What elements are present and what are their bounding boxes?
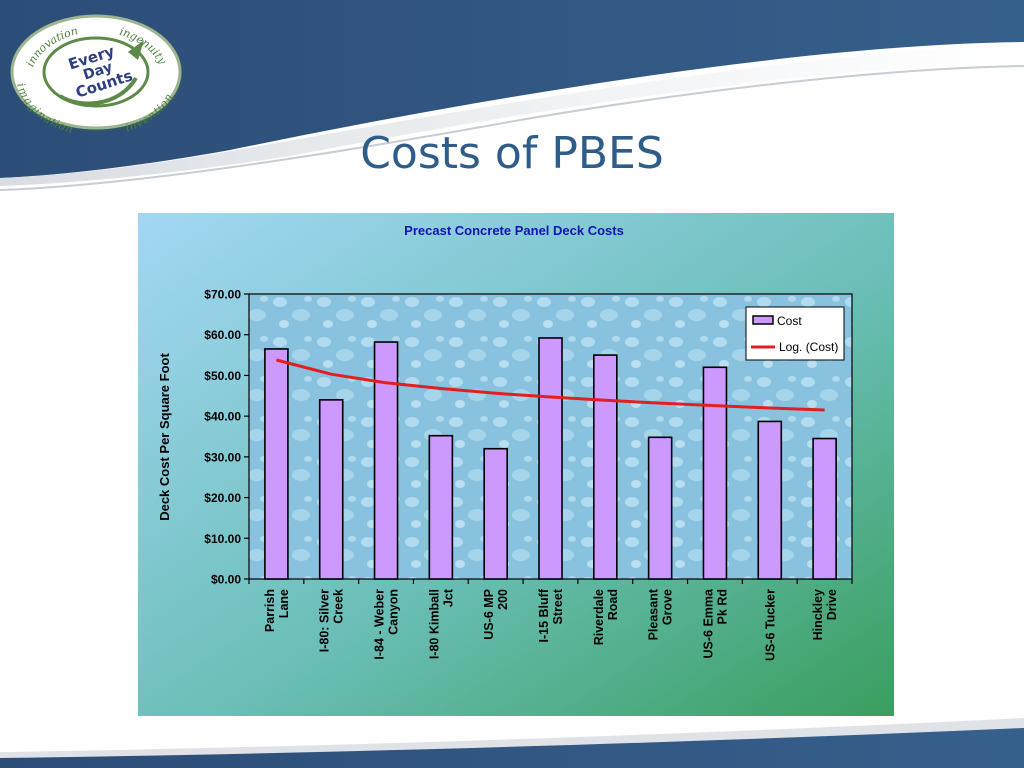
bar [373, 341, 399, 580]
every-day-counts-logo: innovation ingenuity imagination inventi… [10, 14, 183, 134]
bar [593, 354, 618, 580]
x-tick-label-line: Grove [661, 589, 675, 625]
chart-panel: Precast Concrete Panel Deck Costs $0.00$… [138, 213, 894, 716]
legend-label-cost: Cost [777, 314, 802, 328]
x-tick-label-line: US-6 Emma [701, 588, 715, 659]
x-tick-label-line: Road [606, 589, 620, 620]
x-tick-label: US-6 Emma Pk Rd [701, 588, 729, 659]
top-banner [0, 0, 1024, 178]
x-tick-label: I-84 - Weber Canyon [373, 589, 401, 660]
y-axis-label: Deck Cost Per Square Foot [157, 353, 172, 521]
y-tick-label: $70.00 [204, 288, 241, 302]
bottom-swoosh-light [0, 718, 1024, 760]
legend-swatch-cost [752, 315, 774, 325]
x-tick-label: Hinckley Drive [811, 589, 839, 640]
x-tick-label-line: Hinckley [811, 589, 825, 640]
x-tick-label: I-80: Silver Creek [318, 589, 346, 652]
chart-title: Precast Concrete Panel Deck Costs [404, 223, 624, 238]
x-tick-label-line: I-80 Kimball [427, 589, 441, 659]
bar [757, 420, 783, 580]
bar [812, 437, 837, 580]
x-tick-label-line: 200 [496, 589, 510, 610]
y-tick-label: $10.00 [204, 532, 241, 546]
x-tick-label-line: Canyon [387, 589, 401, 635]
x-tick-label-line: Parrish [263, 589, 277, 632]
x-tick-label: I-15 Bluff Street [537, 588, 565, 642]
x-tick-label-line: Street [551, 588, 565, 624]
bar [647, 436, 673, 580]
x-tick-label-line: I-80: Silver [318, 589, 332, 652]
top-swoosh-line [0, 65, 1024, 191]
y-tick-label: $20.00 [204, 491, 241, 505]
x-tick-label-line: Pleasant [647, 588, 661, 640]
x-tick-label-line: Drive [825, 589, 839, 620]
x-tick-label-line: Creek [332, 589, 346, 624]
bar [538, 337, 563, 580]
bar [318, 399, 344, 580]
x-tick-label-line: US-6 Tucker [763, 589, 777, 661]
x-tick-label: Riverdale Road [592, 589, 620, 645]
x-tick-label-line: Jct [441, 588, 455, 607]
trendline-log-cost [276, 358, 825, 412]
x-tick-label: I-80 Kimball Jct [427, 588, 455, 659]
bottom-banner [0, 728, 1024, 768]
x-tick-label-line: Riverdale [592, 589, 606, 645]
x-tick-label: US-6 Tucker [763, 589, 777, 661]
bar [483, 447, 508, 580]
x-tick-label-line: US-6 MP [482, 589, 496, 640]
y-tick-label: $0.00 [211, 573, 241, 587]
x-tick-label: US-6 MP 200 [482, 589, 510, 640]
bar [702, 366, 728, 580]
slide-title: Costs of PBES [360, 128, 664, 179]
y-tick-label: $40.00 [204, 410, 241, 424]
x-tick-label-line: I-15 Bluff [537, 588, 551, 642]
y-tick-label: $30.00 [204, 450, 241, 464]
x-tick-label-line: Pk Rd [715, 589, 729, 624]
bar [264, 348, 289, 580]
x-tick-label-line: Lane [277, 589, 291, 618]
y-axis: $0.00 $10.00 $20.00 $30.00 $40.00 $50.00 $60.0… [204, 288, 249, 587]
y-tick-label: $60.00 [204, 328, 241, 342]
x-tick-label-line: I-84 - Weber [373, 589, 387, 660]
x-tick-label: Parrish Lane [263, 589, 291, 632]
top-swoosh-light [0, 44, 1024, 186]
legend-label-trendline: Log. (Cost) [779, 340, 838, 354]
legend: Cost Log. (Cost) [745, 306, 845, 361]
x-axis: Parrish Lane I-80: Silver Creek I-84 - Weber… [248, 579, 853, 661]
y-tick-label: $50.00 [204, 369, 241, 383]
bar [428, 434, 454, 580]
x-tick-label: Pleasant Grove [647, 588, 675, 640]
